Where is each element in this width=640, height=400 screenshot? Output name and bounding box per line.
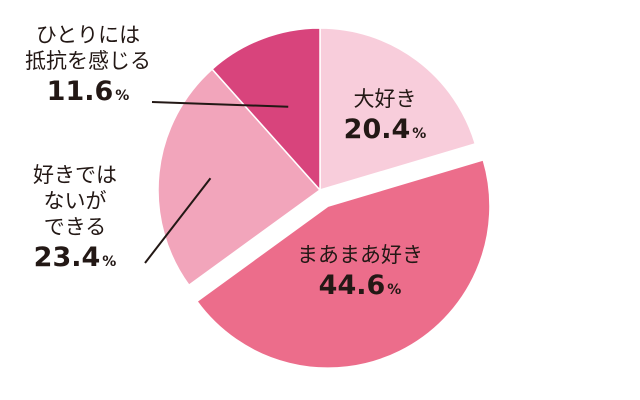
slice-label-line: ひとりには (36, 23, 140, 47)
slice-label-line: 大好き (354, 87, 417, 111)
slice-value-label: 23.4% (34, 242, 117, 273)
pie-slice-0 (319, 27, 477, 192)
slice-label-line: ないが (44, 189, 107, 213)
slice-label-line: まあまあ好き (297, 243, 423, 267)
leader-line (151, 101, 289, 108)
slice-label-line: 抵抗を感じる (25, 49, 151, 73)
slice-label-line: できる (44, 215, 107, 239)
leader-line (144, 177, 212, 264)
pie-slice-1 (195, 159, 491, 369)
slice-value-label: 11.6% (47, 76, 130, 107)
slice-label-line: 好きでは (33, 163, 117, 187)
pie-slice-2 (157, 68, 322, 287)
pie-slice-3 (211, 27, 321, 192)
